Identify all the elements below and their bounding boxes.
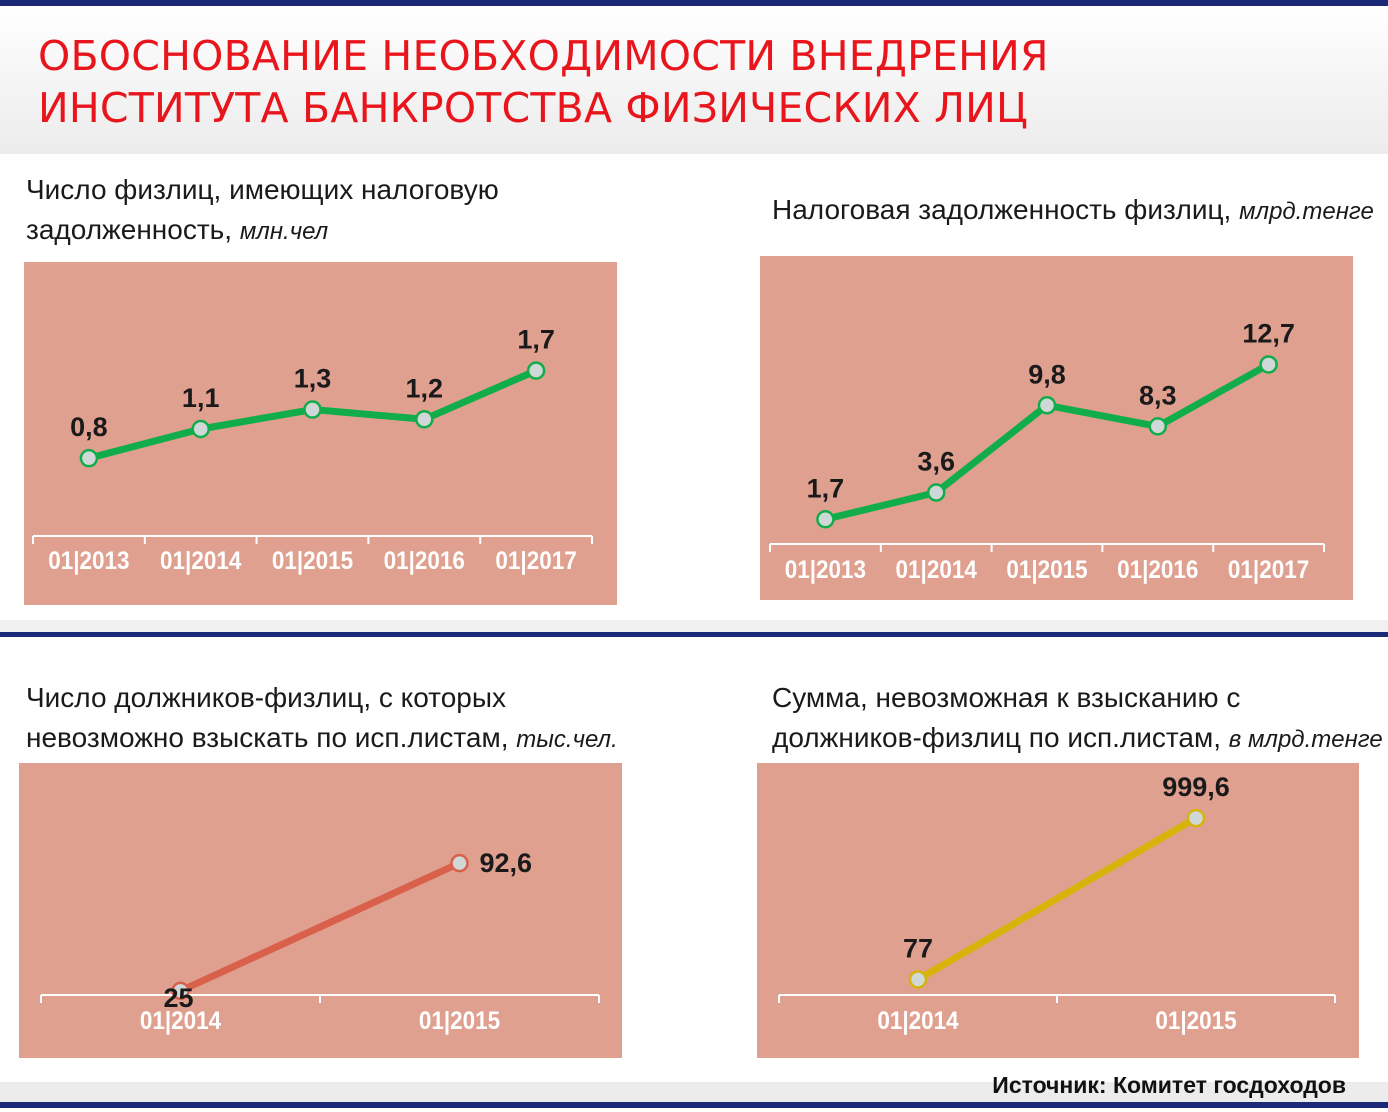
data-point — [1259, 355, 1278, 374]
page-title: ОБОСНОВАНИЕ НЕОБХОДИМОСТИ ВНЕДРЕНИЯ ИНСТ… — [38, 30, 1049, 134]
chart-3-svg: 01|2014 01|2015 25 92,6 — [40, 848, 600, 1035]
data-label: 1,7 — [807, 473, 845, 503]
x-tick-label: 01|2017 — [495, 547, 576, 575]
page-title-line-2: ИНСТИТУТА БАНКРОТСТВА ФИЗИЧЕСКИХ ЛИЦ — [38, 84, 1029, 132]
data-point — [303, 400, 322, 419]
panel-3-title: Число должников-физлиц, с которых невозм… — [26, 678, 618, 760]
x-tick-label: 01|2013 — [48, 547, 129, 575]
chart-3-area: 01|2014 01|2015 25 92,6 — [19, 763, 622, 1058]
panel-4-title: Сумма, невозможная к взысканию с должник… — [772, 678, 1383, 760]
data-point — [191, 419, 210, 439]
x-tick-label: 01|2014 — [140, 1007, 222, 1035]
x-tick-label: 01|2014 — [896, 556, 978, 584]
panel-2-title-text: Налоговая задолженность физлиц, — [772, 194, 1232, 225]
data-point — [1148, 417, 1168, 436]
data-point — [1186, 808, 1206, 828]
x-tick-label: 01|2015 — [1006, 556, 1087, 584]
data-label: 0,8 — [70, 412, 108, 442]
panel-4-title-line-1: Сумма, невозможная к взысканию с — [772, 682, 1241, 713]
x-tick-label: 01|2015 — [272, 547, 353, 575]
series-line — [177, 859, 463, 995]
middle-band — [0, 620, 1388, 632]
data-label: 1,1 — [182, 383, 220, 413]
x-tick-label: 01|2016 — [384, 547, 465, 575]
data-label: 77 — [903, 934, 933, 964]
data-label: 1,7 — [517, 325, 555, 355]
chart-4-area: 01|2014 01|2015 77 999,6 — [757, 763, 1359, 1058]
panel-4-title-text: должников-физлиц по исп.листам, — [772, 722, 1221, 753]
panel-4-title-line-2: должников-физлиц по исп.листам, в млрд.т… — [772, 718, 1383, 760]
middle-rule — [0, 632, 1388, 637]
panel-3-title-line-2: невозможно взыскать по исп.листам, тыс.ч… — [26, 718, 618, 760]
header-band — [0, 6, 1388, 154]
data-point — [79, 448, 99, 468]
data-label: 25 — [163, 983, 193, 1013]
panel-1-title: Число физлиц, имеющих налоговую задолжен… — [26, 170, 499, 252]
data-label: 9,8 — [1028, 359, 1066, 389]
panel-1-title-line-2: задолженность, млн.чел — [26, 210, 499, 252]
chart-2-svg: 01|2013 01|2014 01|2015 01|2016 01|2017 1,7 3,… — [769, 318, 1325, 584]
page-title-line-1: ОБОСНОВАНИЕ НЕОБХОДИМОСТИ ВНЕДРЕНИЯ — [38, 32, 1049, 80]
x-tick-label: 01|2017 — [1228, 556, 1309, 584]
chart-1-area: 01|2013 01|2014 01|2015 01|2016 01|2017 0,8 1,… — [24, 262, 617, 605]
source-value: Комитет госдоходов — [1106, 1072, 1346, 1098]
panel-2-title: Налоговая задолженность физлиц, млрд.тен… — [772, 190, 1374, 232]
data-point — [926, 483, 946, 502]
chart-2-area: 01|2013 01|2014 01|2015 01|2016 01|2017 1,7 3,… — [760, 256, 1353, 600]
data-label: 999,6 — [1162, 772, 1230, 802]
panel-3-unit: тыс.чел. — [516, 726, 618, 753]
panel-3-title-text: невозможно взыскать по исп.листам, — [26, 722, 509, 753]
data-label: 1,3 — [294, 364, 332, 394]
data-label: 92,6 — [480, 848, 533, 878]
x-tick-label: 01|2014 — [160, 547, 242, 575]
panel-1-title-line-1: Число физлиц, имеющих налоговую — [26, 174, 499, 205]
x-tick-label: 01|2013 — [785, 556, 866, 584]
chart-4-svg: 01|2014 01|2015 77 999,6 — [778, 772, 1336, 1035]
series-line — [914, 814, 1200, 984]
panel-2-title-line-1: Налоговая задолженность физлиц, млрд.тен… — [772, 190, 1374, 232]
chart-1-svg: 01|2013 01|2014 01|2015 01|2016 01|2017 0,8 1,… — [32, 325, 593, 575]
data-point — [908, 970, 928, 989]
x-tick-label: 01|2015 — [1155, 1007, 1236, 1035]
x-tick-label: 01|2014 — [877, 1007, 959, 1035]
panel-1-title-text: задолженность, — [26, 214, 233, 245]
data-label: 1,2 — [406, 373, 444, 403]
data-label: 12,7 — [1242, 318, 1295, 348]
data-point — [816, 510, 835, 529]
data-label: 3,6 — [917, 447, 955, 477]
data-point — [415, 410, 434, 429]
top-rule — [0, 0, 1388, 6]
data-point — [171, 981, 190, 1001]
x-tick-label: 01|2016 — [1117, 556, 1198, 584]
panel-4-unit: в млрд.тенге — [1228, 726, 1383, 753]
panel-2-unit: млрд.тенге — [1239, 198, 1374, 225]
bottom-rule — [0, 1102, 1388, 1108]
panel-1-unit: млн.чел — [239, 218, 329, 245]
data-label: 8,3 — [1139, 380, 1177, 410]
panel-3-title-line-1: Число должников-физлиц, с которых — [26, 682, 506, 713]
data-point — [1037, 396, 1057, 415]
data-point — [450, 853, 469, 873]
x-tick-label: 01|2015 — [419, 1007, 500, 1035]
source-note: Источник: Комитет госдоходов — [992, 1072, 1346, 1099]
source-label: Источник: — [992, 1072, 1107, 1098]
bottom-band — [0, 1082, 1388, 1102]
data-point — [526, 361, 546, 380]
